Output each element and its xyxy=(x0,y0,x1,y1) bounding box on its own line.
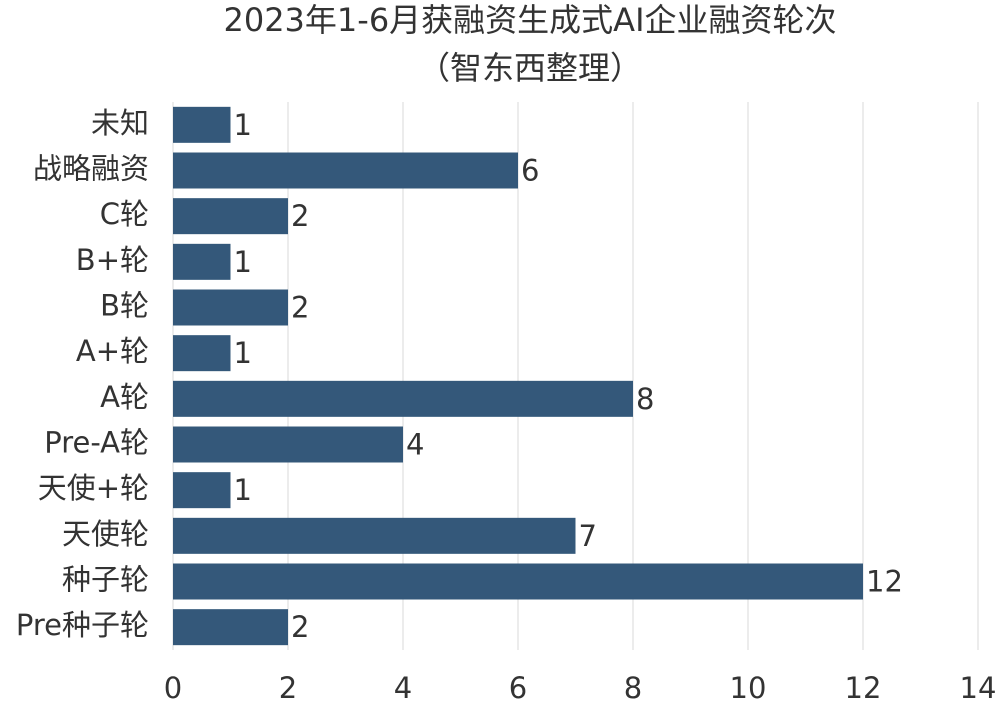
bar xyxy=(173,426,403,463)
bar xyxy=(173,106,231,143)
value-label: 1 xyxy=(234,245,252,279)
bar xyxy=(173,335,231,372)
x-tick-label: 12 xyxy=(845,671,882,705)
y-tick-label: Pre-A轮 xyxy=(44,426,149,460)
value-label: 6 xyxy=(521,154,539,188)
x-tick-label: 2 xyxy=(279,671,297,705)
y-tick-label: 天使+轮 xyxy=(38,471,149,505)
x-tick-label: 6 xyxy=(509,671,527,705)
x-tick-label: 14 xyxy=(960,671,997,705)
bar xyxy=(173,609,288,646)
bar xyxy=(173,198,288,235)
value-label: 12 xyxy=(866,565,903,599)
y-tick-label: 战略融资 xyxy=(33,152,149,186)
x-tick-label: 10 xyxy=(730,671,767,705)
x-tick-label: 8 xyxy=(624,671,642,705)
value-label: 2 xyxy=(291,610,309,644)
y-tick-label: 种子轮 xyxy=(62,563,149,597)
bar xyxy=(173,472,231,509)
x-tick-label: 0 xyxy=(164,671,182,705)
y-tick-label: C轮 xyxy=(100,197,149,231)
bar xyxy=(173,380,633,417)
y-tick-label: 天使轮 xyxy=(62,517,149,551)
value-label: 1 xyxy=(234,473,252,507)
value-label: 2 xyxy=(291,291,309,325)
x-tick-label: 4 xyxy=(394,671,412,705)
value-label: 1 xyxy=(234,108,252,142)
value-label: 8 xyxy=(636,382,654,416)
y-tick-label: A+轮 xyxy=(76,334,149,368)
y-tick-label: 未知 xyxy=(91,106,149,140)
y-tick-label: B轮 xyxy=(100,289,149,323)
bar xyxy=(173,152,518,189)
y-tick-label: Pre种子轮 xyxy=(16,608,149,642)
value-label: 2 xyxy=(291,199,309,233)
bar xyxy=(173,243,231,280)
bar xyxy=(173,517,576,554)
chart-title: 2023年1-6月获融资生成式AI企业融资轮次 xyxy=(223,1,836,39)
bar xyxy=(173,563,863,600)
value-label: 1 xyxy=(234,336,252,370)
value-label: 4 xyxy=(406,428,424,462)
value-label: 7 xyxy=(579,519,597,553)
bar xyxy=(173,289,288,326)
y-tick-label: B+轮 xyxy=(76,243,149,277)
y-tick-label: A轮 xyxy=(100,380,149,414)
chart-subtitle: （智东西整理） xyxy=(418,49,642,87)
